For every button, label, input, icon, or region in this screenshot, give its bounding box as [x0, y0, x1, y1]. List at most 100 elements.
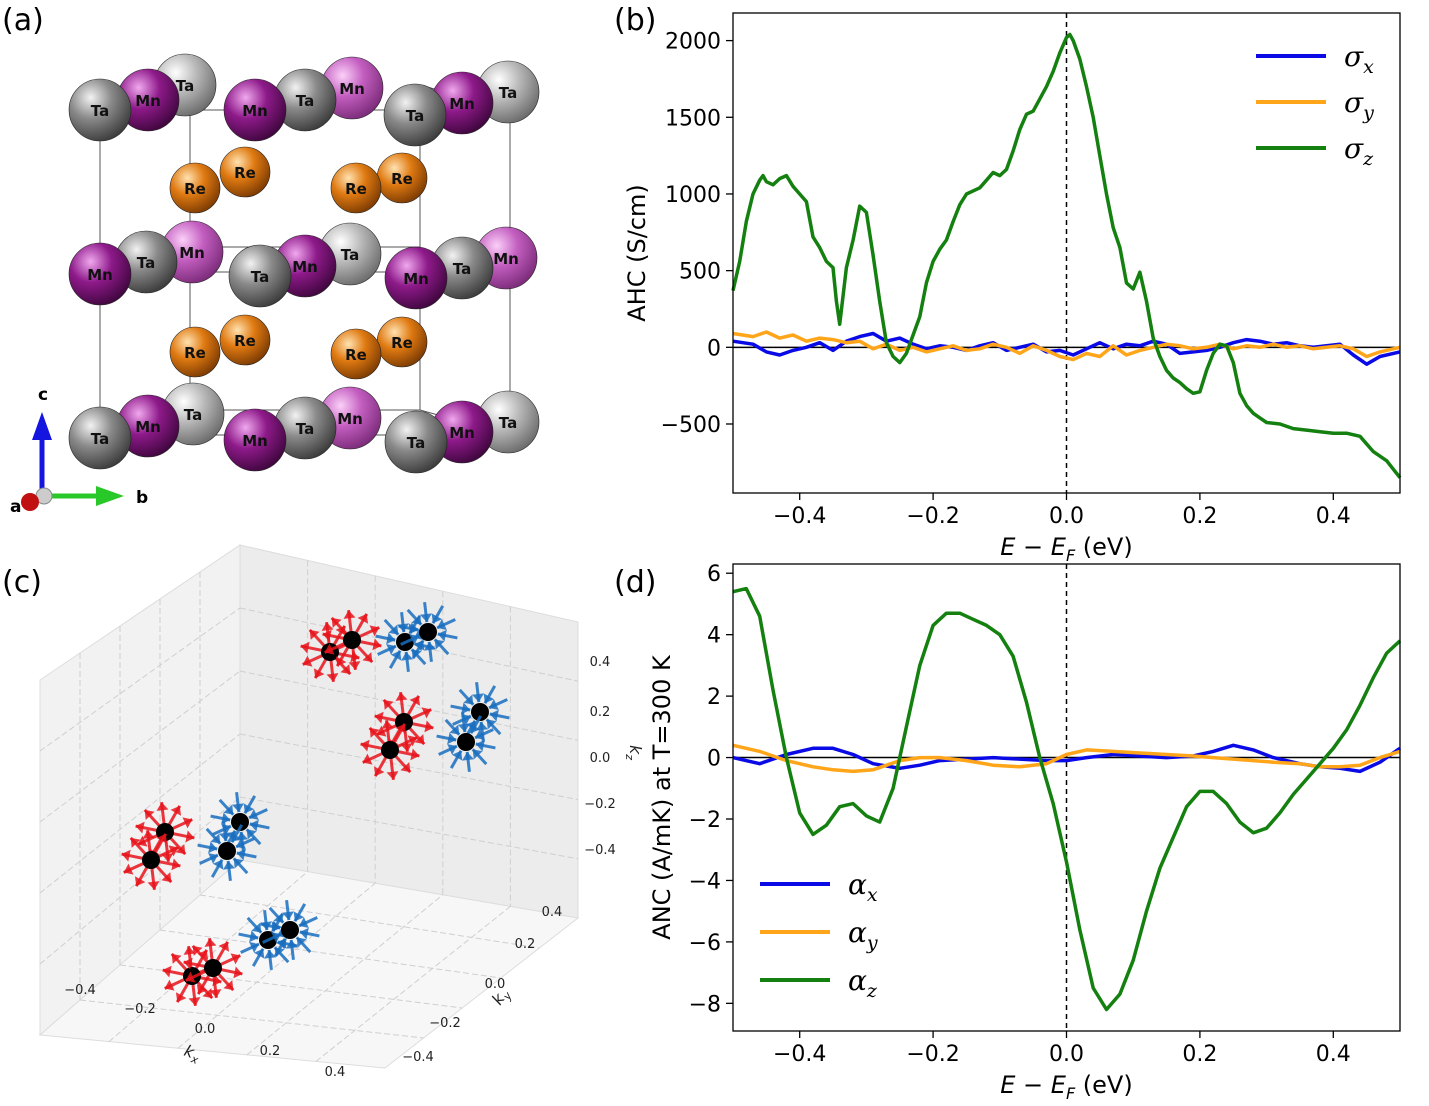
a-axis-label: a	[10, 497, 21, 517]
atom-mn	[68, 242, 132, 306]
kz-tick-label: 0.0	[590, 751, 611, 766]
berry-flux-arrowhead	[431, 613, 443, 624]
berry-flux-arrowhead	[457, 723, 470, 733]
berry-flux-arrowhead	[419, 613, 432, 623]
weyl-point-negative	[419, 623, 437, 641]
weyl-point-negative	[457, 733, 475, 751]
berry-flux-arrowhead	[326, 673, 339, 682]
berry-flux-arrowhead	[409, 634, 419, 645]
berry-flux-arrowhead	[251, 922, 262, 933]
berry-flux-arrowhead	[369, 625, 380, 637]
berry-flux-arrowhead	[411, 614, 422, 625]
berry-flux-arrowhead	[130, 837, 141, 848]
berry-flux-arrowhead	[424, 641, 437, 651]
berry-flux-arrowhead	[369, 727, 380, 738]
series-line-z	[731, 32, 1402, 479]
berry-flux-arrowhead	[324, 643, 335, 655]
y-tick-label: 6	[707, 562, 721, 587]
panel-b-label: (b)	[614, 3, 656, 38]
y-tick-label: −500	[661, 413, 721, 438]
berry-flux-arrowhead	[483, 693, 495, 704]
berry-flux-arrowhead	[343, 610, 356, 619]
weyl-points-3d-plot: −0.4 −0.2 0.0 0.2 0.4 −0.4 −0.2 0.0 0.2 0.4 −0.4 −0…	[38, 544, 645, 1080]
berry-flux-arrowhead	[134, 876, 146, 887]
berry-flux-arrowhead	[434, 639, 445, 650]
grid-line	[239, 796, 579, 860]
berry-flux-arrowhead	[223, 980, 234, 991]
berry-flux-arrowhead	[471, 693, 484, 703]
atom-re	[169, 326, 221, 378]
atom-label: Mn	[135, 92, 161, 110]
ky-tick-label: 0.2	[515, 937, 536, 952]
berry-flux-arrowhead	[409, 695, 421, 706]
c-axis-arrow-icon	[32, 412, 52, 440]
berry-flux-arrowhead	[182, 817, 193, 829]
atom-label: Re	[184, 180, 206, 198]
grid-line	[315, 906, 511, 1062]
berry-flux-arrowhead	[421, 707, 432, 719]
berry-flux-arrowhead	[437, 619, 447, 630]
y-tick-label: 1000	[665, 183, 721, 208]
atom-re	[169, 162, 221, 214]
b-axis-label: b	[136, 488, 148, 508]
atom-re	[219, 146, 271, 198]
legend-entry-z: αz	[848, 964, 878, 1002]
panel-d-anc-chart: (d) −0.4 −0.2 0.0 0.2 0.4 −8 −6 −4 −2 0 2 4 6 E − EF …	[614, 562, 1402, 1103]
berry-flux-arrowhead	[231, 803, 244, 813]
atom-ta	[384, 410, 448, 474]
berry-flux-arrowhead	[469, 723, 481, 734]
berry-flux-arrowhead	[243, 803, 255, 814]
berry-flux-arrowhead	[164, 979, 175, 991]
berry-flux-arrowhead	[360, 739, 370, 752]
berry-flux-arrowhead	[281, 911, 294, 921]
atom-label: Re	[345, 180, 367, 198]
kx-tick-label: −0.2	[124, 1002, 156, 1017]
berry-flux-arrowhead	[162, 965, 172, 978]
berry-flux-arrowhead	[447, 732, 457, 745]
berry-flux-arrowhead	[249, 930, 259, 943]
panel-d-label: (d)	[614, 565, 656, 600]
y-tick-label: 2	[707, 685, 721, 710]
atom-label: Mn	[403, 270, 429, 288]
berry-flux-arrowhead	[135, 821, 145, 834]
x-tick-label: −0.2	[906, 1042, 959, 1067]
berry-flux-arrowhead	[230, 953, 241, 965]
berry-flux-arrowhead	[171, 858, 181, 871]
berry-flux-arrowhead	[204, 938, 217, 947]
series-line-x	[732, 331, 1401, 366]
grid-line	[177, 882, 376, 1049]
berry-flux-arrowhead	[147, 881, 160, 890]
berry-flux-arrowhead	[293, 911, 305, 922]
berry-flux-arrowhead	[374, 711, 384, 724]
series-line-y	[732, 330, 1401, 362]
legend-entry-y: σy	[1344, 86, 1374, 124]
berry-flux-arrowhead	[249, 942, 259, 953]
berry-flux-arrowhead	[275, 938, 287, 949]
berry-flux-arrowhead	[489, 699, 499, 710]
weyl-point-positive	[343, 631, 361, 649]
berry-flux-arrowhead	[475, 739, 485, 752]
berry-flux-arrowhead	[400, 762, 411, 773]
kz-tick-label: −0.4	[584, 843, 616, 858]
y-tick-label: 2000	[665, 30, 721, 55]
berry-flux-arrowhead	[475, 729, 485, 740]
berry-flux-arrowhead	[472, 749, 483, 760]
atom-label: Ta	[296, 420, 314, 438]
berry-flux-arrowhead	[223, 860, 236, 870]
berry-flux-arrowhead	[331, 617, 342, 628]
ky-tick-label: −0.4	[402, 1050, 434, 1065]
berry-flux-arrowhead	[386, 644, 396, 655]
berry-flux-arrowhead	[463, 694, 474, 705]
berry-flux-arrowhead	[212, 859, 224, 870]
berry-flux-arrowhead	[449, 724, 460, 735]
atom-label: Ta	[91, 430, 109, 448]
legend-entry-x: αx	[848, 868, 878, 906]
y-tick-label: −2	[689, 808, 721, 833]
berry-flux-arrowhead	[223, 804, 234, 815]
y-axis-label: ANC (A/mK) at T=300 K	[648, 654, 676, 940]
kz-tick-label: 0.2	[590, 705, 611, 720]
kz-tick-label: −0.2	[584, 797, 616, 812]
grid-line	[159, 929, 501, 979]
